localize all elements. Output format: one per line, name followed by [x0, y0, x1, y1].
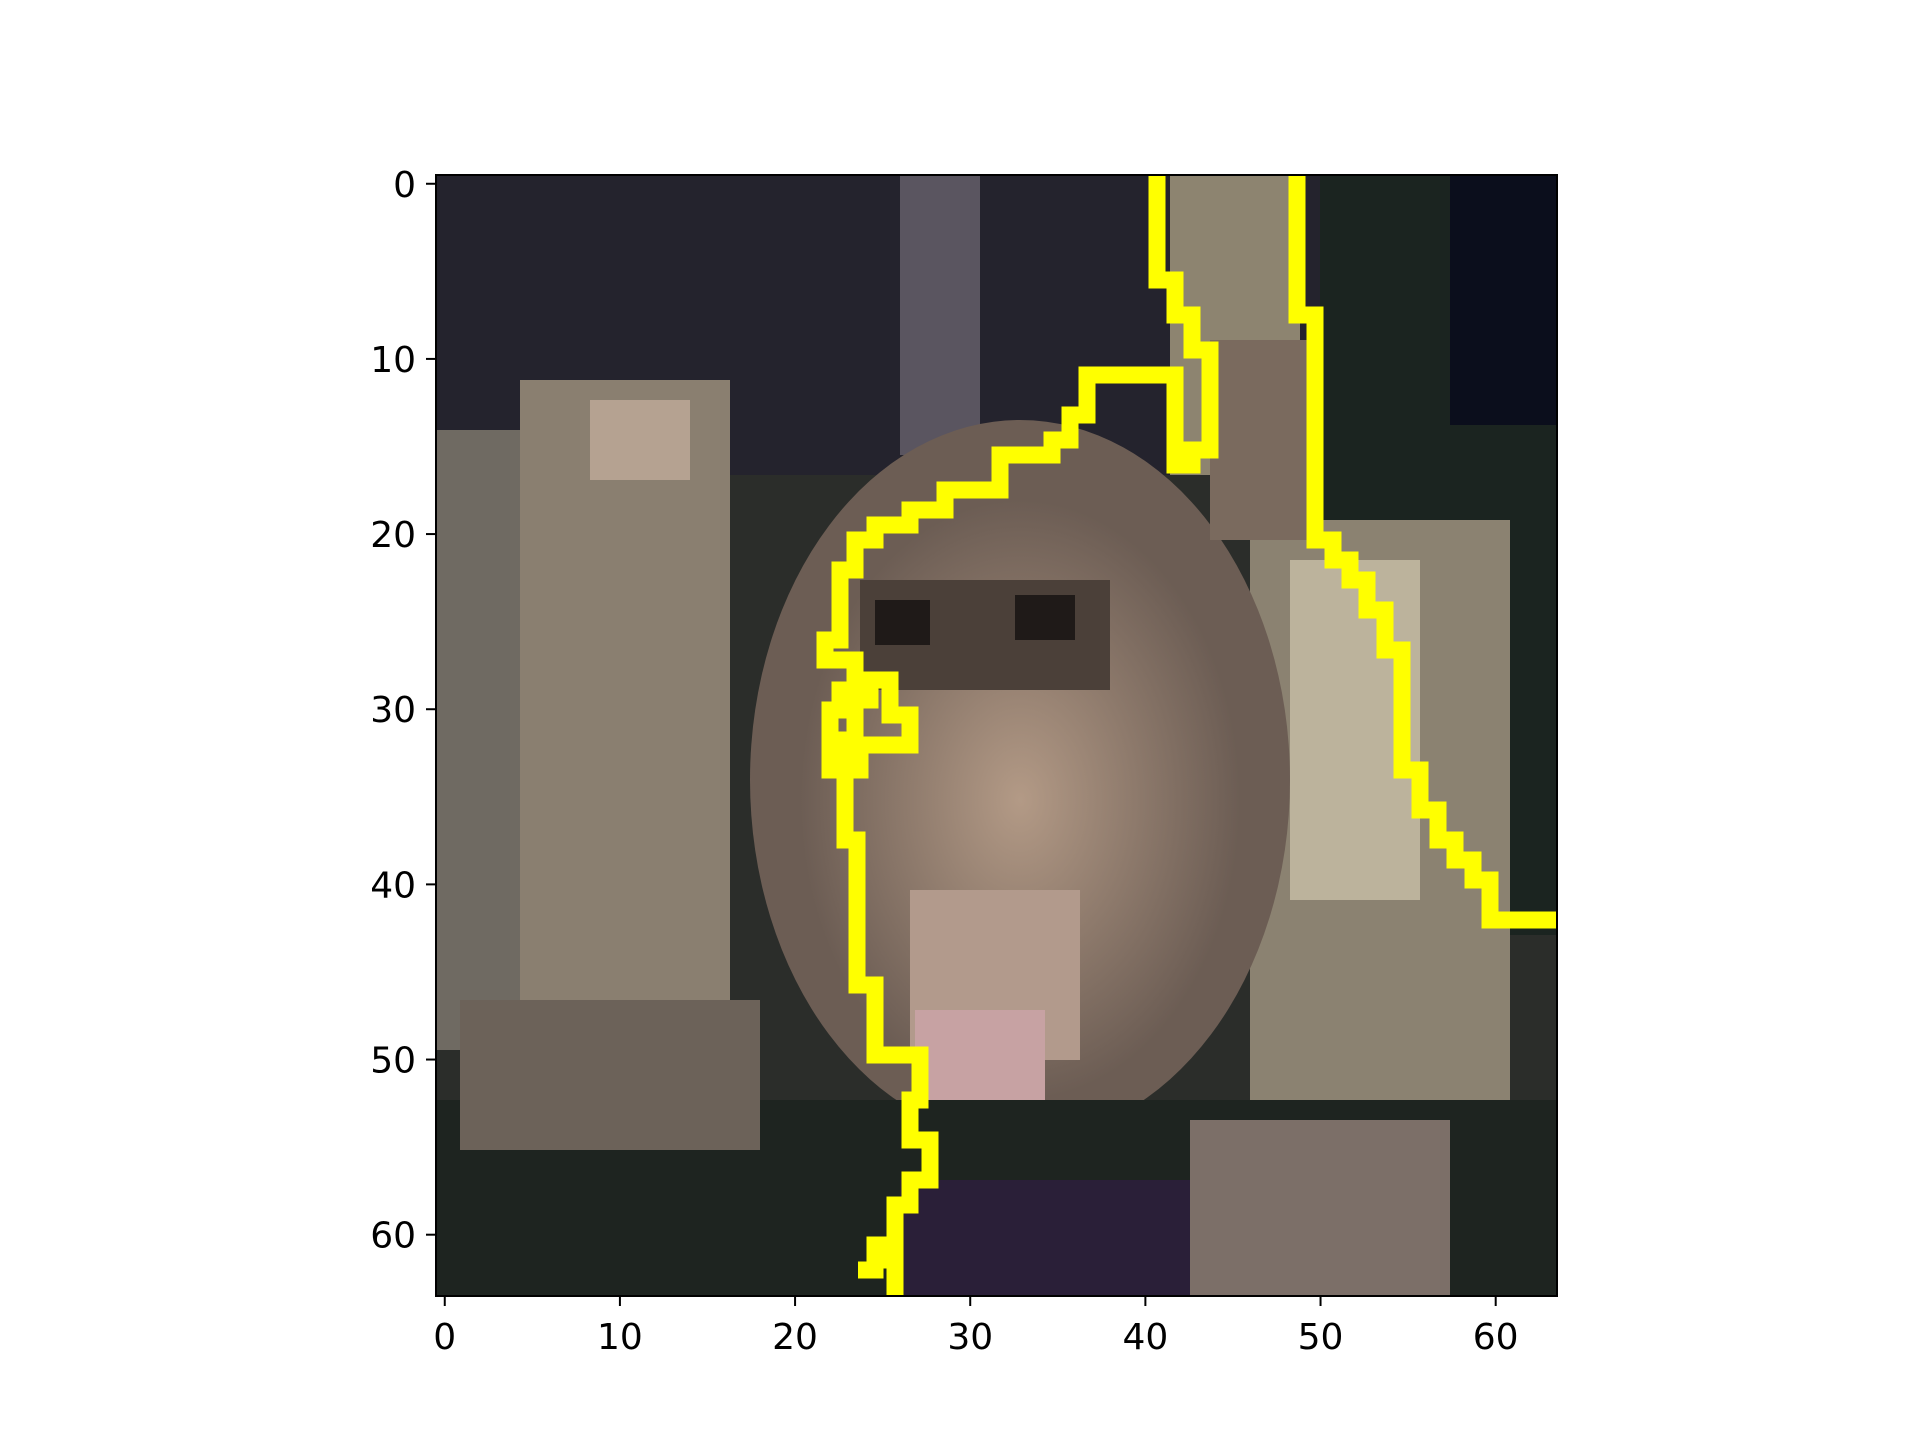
boundary-bottom: [880, 1251, 904, 1296]
boundary-face-left: [816, 366, 1157, 1279]
boundary-right-ear: [1148, 175, 1219, 474]
y-tick-label: 40: [370, 865, 416, 906]
segmentation-overlay: [816, 175, 1557, 1296]
x-tick-label: 60: [1473, 1317, 1519, 1358]
axes-frame: [435, 174, 1558, 1297]
x-tick-label: 50: [1298, 1317, 1344, 1358]
y-tick-label: 0: [393, 165, 416, 206]
x-tick-label: 20: [772, 1317, 818, 1358]
y-tick-label: 30: [370, 690, 416, 731]
y-tick-label: 10: [370, 340, 416, 381]
x-tick-label: 40: [1122, 1317, 1168, 1358]
monkey-image: [436, 175, 1557, 1296]
y-tick-label: 60: [370, 1216, 416, 1257]
x-tick-label: 30: [947, 1317, 993, 1358]
y-tick-label: 50: [370, 1041, 416, 1082]
x-tick-label: 10: [597, 1317, 643, 1358]
x-tick-label: 0: [433, 1317, 456, 1358]
x-axis: 0 10 20 30 40 50 60: [433, 1296, 1519, 1358]
y-tick-label: 20: [370, 515, 416, 556]
y-axis: 0 10 20 30 40 50 60: [370, 165, 436, 1257]
boundary-right-edge: [1288, 175, 1557, 929]
